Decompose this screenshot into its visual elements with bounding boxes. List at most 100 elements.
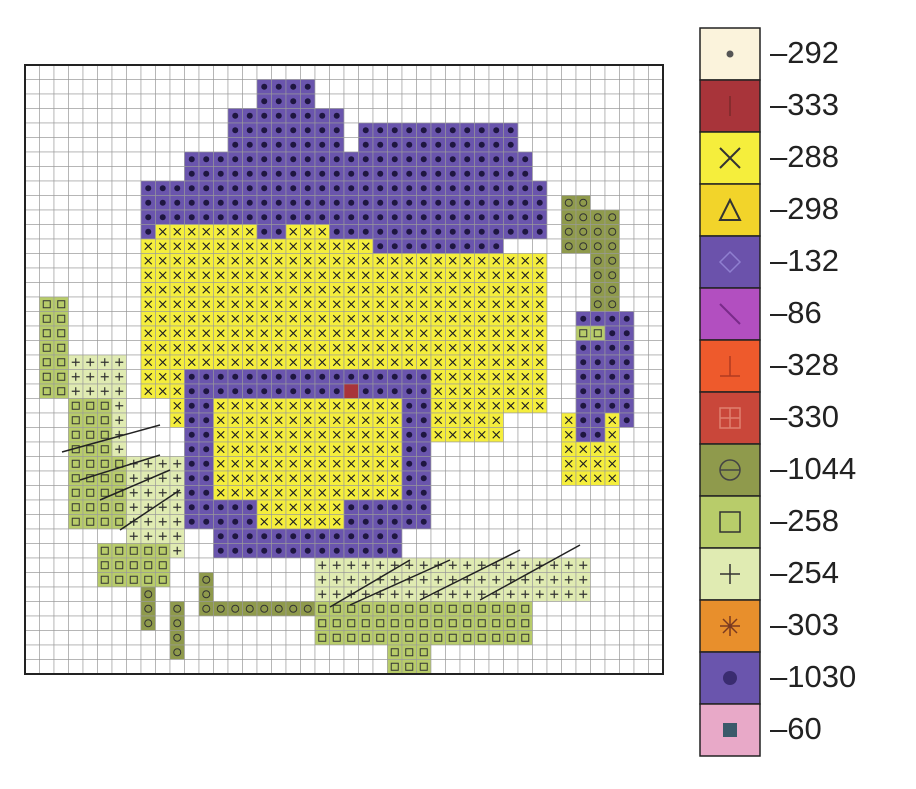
stitch-cell <box>24 398 40 414</box>
stitch-cell <box>111 528 127 544</box>
stitch-dot <box>188 460 195 467</box>
stitch-cell <box>546 354 562 370</box>
stitch-dot <box>188 373 195 380</box>
stitch-dot <box>449 228 456 235</box>
stitch-cell <box>532 93 548 109</box>
stitch-cell <box>39 311 55 327</box>
stitch-cell <box>532 441 548 457</box>
stitch-cross <box>144 285 153 294</box>
stitch-cell <box>633 93 649 109</box>
stitch-cell <box>561 180 577 196</box>
stitch-dot <box>145 214 152 221</box>
stitch-square <box>448 633 457 642</box>
stitch-cross <box>289 227 298 236</box>
stitch-square <box>477 619 486 628</box>
stitch-cell <box>97 514 113 530</box>
stitch-cross <box>492 343 501 352</box>
stitch-cell <box>590 93 606 109</box>
stitch-cell <box>633 369 649 385</box>
stitch-cell <box>169 586 185 602</box>
stitch-cell <box>140 644 156 660</box>
stitch-square <box>86 416 95 425</box>
stitch-dot <box>377 185 384 192</box>
stitch-cell <box>39 514 55 530</box>
stitch-dot <box>478 127 485 134</box>
stitch-cell <box>604 122 620 138</box>
stitch-cell <box>111 224 127 240</box>
stitch-cell <box>546 137 562 153</box>
stitch-square <box>405 604 414 613</box>
stitch-cell <box>285 630 301 646</box>
stitch-plus <box>173 474 182 483</box>
stitch-cross <box>434 314 443 323</box>
stitch-cell <box>561 340 577 356</box>
stitch-cell <box>619 282 635 298</box>
stitch-dot <box>464 127 471 134</box>
stitch-cross <box>448 387 457 396</box>
stitch-square <box>448 619 457 628</box>
stitch-cell <box>619 586 635 602</box>
stitch-cross <box>463 300 472 309</box>
stitch-cell <box>575 528 591 544</box>
stitch-cross <box>492 430 501 439</box>
stitch-dot <box>536 228 543 235</box>
stitch-dot <box>217 170 224 177</box>
stitch-cell <box>387 108 403 124</box>
stitch-cell <box>140 557 156 573</box>
stitch-cell <box>474 456 490 472</box>
stitch-cell <box>53 267 69 283</box>
stitch-cross <box>274 285 283 294</box>
stitch-cell <box>53 470 69 486</box>
stitch-cell <box>126 238 142 254</box>
stitch-cell <box>329 615 345 631</box>
stitch-dot <box>362 185 369 192</box>
stitch-cross <box>303 227 312 236</box>
stitch-cell <box>648 311 664 327</box>
stitch-cross <box>419 256 428 265</box>
stitch-cross <box>477 430 486 439</box>
stitch-cell <box>590 615 606 631</box>
stitch-dot <box>391 388 398 395</box>
stitch-cross <box>173 227 182 236</box>
stitch-square <box>390 633 399 642</box>
stitch-cross <box>521 401 530 410</box>
stitch-dot <box>304 141 311 148</box>
stitch-dot <box>623 417 630 424</box>
stitch-cross <box>448 271 457 280</box>
stitch-cross <box>173 242 182 251</box>
stitch-square <box>361 633 370 642</box>
stitch-cell <box>372 601 388 617</box>
stitch-cell <box>82 93 98 109</box>
stitch-square <box>115 561 124 570</box>
stitch-dot <box>188 489 195 496</box>
stitch-cell <box>68 282 84 298</box>
stitch-plus <box>347 575 356 584</box>
stitch-dot <box>188 185 195 192</box>
stitch-cell <box>111 137 127 153</box>
stitch-cross <box>376 256 385 265</box>
stitch-cell <box>343 108 359 124</box>
stitch-cross <box>318 242 327 251</box>
stitch-cell <box>648 137 664 153</box>
stitch-plus <box>86 387 95 396</box>
stitch-cell <box>503 441 519 457</box>
stitch-plus <box>129 474 138 483</box>
stitch-cross <box>318 430 327 439</box>
stitch-cell <box>590 543 606 559</box>
stitch-dot <box>203 460 210 467</box>
stitch-cross <box>390 488 399 497</box>
stitch-cell <box>126 166 142 182</box>
stitch-dot <box>377 547 384 554</box>
stitch-cell <box>517 528 533 544</box>
stitch-cross <box>593 459 602 468</box>
stitch-cell <box>184 630 200 646</box>
stitch-cross <box>274 459 283 468</box>
key-label: –328 <box>770 347 839 382</box>
stitch-cell <box>24 485 40 501</box>
stitch-cell <box>227 601 243 617</box>
stitch-cell <box>97 441 113 457</box>
stitch-dot <box>464 185 471 192</box>
stitch-plus <box>318 590 327 599</box>
stitch-circle <box>173 604 182 613</box>
stitch-cell <box>24 340 40 356</box>
